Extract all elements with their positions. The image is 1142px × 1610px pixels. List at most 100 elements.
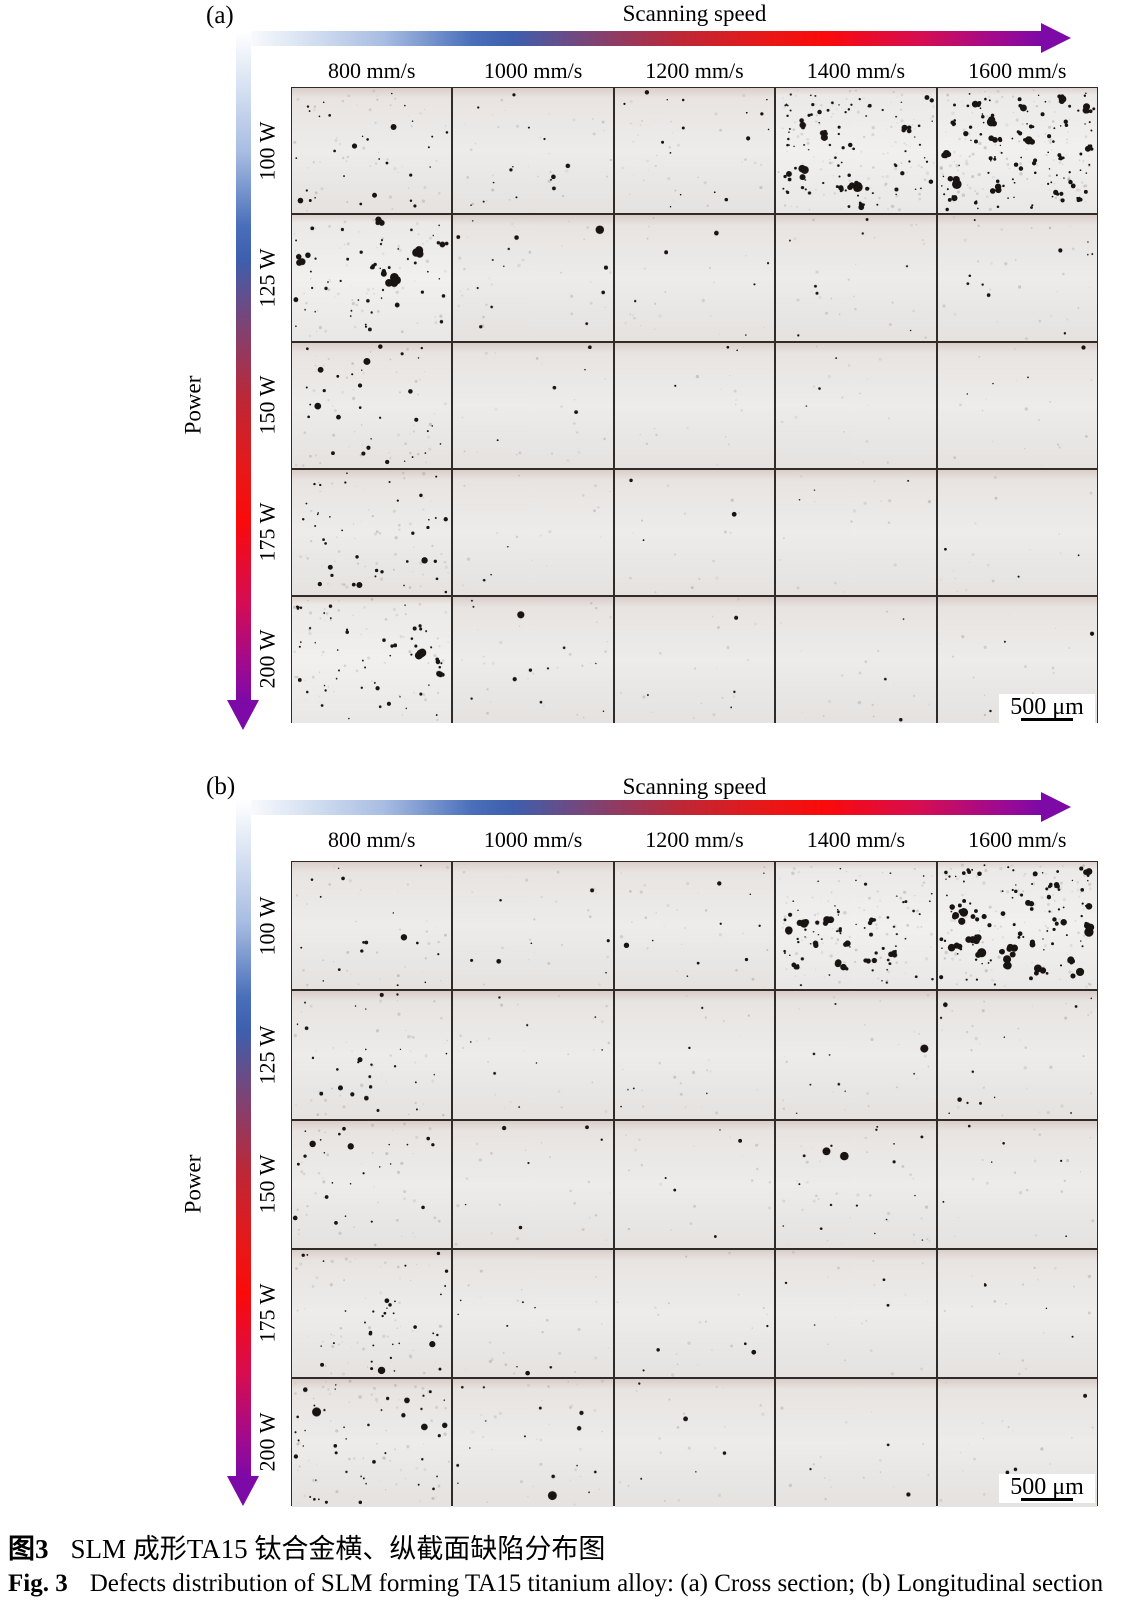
scale-bar-label: 500 μm [1010,1474,1084,1500]
speed-label: 1000 mm/s [483,58,583,83]
micrograph-cell [937,1249,1097,1378]
caption-english-text: Defects distribution of SLM forming TA15… [89,1570,1104,1597]
micrograph-cell [937,1120,1097,1248]
micrograph-cell [453,1120,613,1248]
micrograph-cell [614,862,775,990]
micrograph-cell [776,1120,936,1248]
power-label: 175 W [254,502,279,562]
micrograph-cell [776,1249,936,1378]
micrograph-cell [614,1249,775,1378]
micrograph-cell [614,342,775,468]
micrograph-cell [614,597,775,723]
caption-chinese-number: 图3 [8,1534,49,1564]
panel-a-cross-section: (a) Scanning speed 800 mm/s 1000 mm/s 1200… [0,0,1142,745]
arrow-head-right-icon [1041,23,1071,53]
caption-english-number: Fig. 3 [8,1570,68,1597]
scanning-speed-axis-title: Scanning speed [622,774,767,799]
speed-label: 1400 mm/s [806,58,906,83]
micrograph-cell [453,862,613,990]
power-labels-column: 100 W 125 W 150 W 175 W 200 W [250,87,284,723]
micrograph-cell [614,215,775,341]
speed-label: 1200 mm/s [645,58,744,83]
power-gradient-arrow [236,31,251,702]
micrograph-cell [776,88,936,214]
scanning-speed-axis-title: Scanning speed [622,1,767,26]
micrograph-cell [614,469,775,596]
micrograph-cell [937,88,1097,214]
micrograph-cell [937,469,1097,596]
micrograph-cell [453,991,613,1119]
micrograph-cell [614,1379,775,1507]
micrograph-cell [292,215,452,341]
micrograph-cell [453,1379,613,1507]
micrograph-cell [292,597,452,723]
micrograph-cell [292,991,452,1119]
micrograph-cell [292,1379,452,1507]
power-axis-title: Power [180,1154,205,1213]
speed-label: 1000 mm/s [483,827,583,852]
micrograph-cell [453,88,613,214]
micrograph-cell [453,215,613,341]
power-label: 175 W [254,1283,279,1342]
micrograph-cell [776,1379,936,1507]
micrograph-cell [292,1249,452,1378]
micrograph-cell [614,991,775,1119]
micrograph-cell [614,88,775,214]
power-gradient-arrow [236,800,251,1478]
power-label: 100 W [254,121,279,181]
micrograph-grid [291,861,1098,1507]
power-label: 200 W [254,629,279,689]
speed-label: 1200 mm/s [645,827,744,852]
micrograph-cell [453,469,613,596]
arrow-head-down-icon [227,1476,259,1506]
micrograph-cell [292,862,452,990]
speed-label: 800 mm/s [327,827,416,852]
scanning-speed-gradient-arrow [239,800,1042,815]
power-label: 125 W [254,1025,279,1084]
caption-chinese-text: SLM 成形TA15 钛合金横、纵截面缺陷分布图 [70,1534,606,1564]
power-label: 100 W [254,896,279,955]
speed-label: 1600 mm/s [968,58,1067,83]
power-label: 125 W [254,248,279,308]
micrograph-cell [776,991,936,1119]
micrograph-cell [937,342,1097,468]
power-label: 150 W [254,1154,279,1213]
micrograph-cell [453,597,613,723]
scale-bar: 500 μm [999,694,1095,723]
micrograph-cell [292,469,452,596]
scale-bar-line [1021,1498,1073,1501]
micrograph-cell [776,597,936,723]
micrograph-cell [776,469,936,596]
micrograph-cell [453,1249,613,1378]
speed-labels-row: 800 mm/s 1000 mm/s 1200 mm/s 1400 mm/s 1600 … [291,57,1098,84]
micrograph-cell [776,862,936,990]
micrograph-cell [292,88,452,214]
micrograph-cell [614,1120,775,1248]
scale-bar-label: 500 μm [1010,694,1084,720]
caption-chinese: 图3 SLM 成形TA15 钛合金横、纵截面缺陷分布图 [8,1527,605,1566]
micrograph-cell [937,862,1097,990]
scanning-speed-gradient-arrow [239,31,1042,46]
micrograph-cell [937,215,1097,341]
micrograph-cell [776,215,936,341]
arrow-head-right-icon [1041,792,1071,822]
micrograph-cell [937,991,1097,1119]
scale-bar: 500 μm [999,1474,1095,1503]
speed-labels-row: 800 mm/s 1000 mm/s 1200 mm/s 1400 mm/s 1600 … [291,826,1098,853]
speed-label: 1600 mm/s [968,827,1067,852]
power-label: 150 W [254,375,279,435]
panel-label: (b) [206,773,236,800]
arrow-head-down-icon [227,700,259,730]
micrograph-cell [776,342,936,468]
micrograph-cell [292,342,452,468]
power-label: 200 W [254,1412,279,1471]
power-axis-title: Power [180,375,205,435]
speed-label: 1400 mm/s [806,827,906,852]
caption-english: Fig. 3 Defects distribution of SLM formin… [8,1570,1103,1598]
micrograph-cell [453,342,613,468]
panel-b-longitudinal-section: (b) Scanning speed 800 mm/s 1000 mm/s 1200… [0,752,1142,1512]
power-labels-column: 100 W 125 W 150 W 175 W 200 W [250,861,284,1506]
speed-label: 800 mm/s [327,58,416,83]
panel-label: (a) [206,2,234,29]
